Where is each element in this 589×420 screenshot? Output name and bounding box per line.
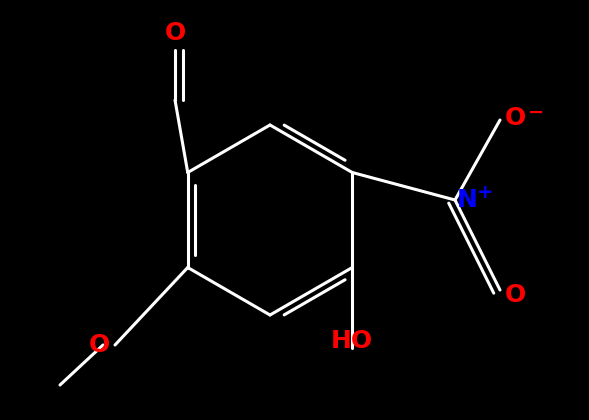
Text: +: +: [477, 183, 494, 202]
Text: O: O: [505, 106, 526, 130]
Text: O: O: [164, 21, 186, 45]
Text: O: O: [505, 283, 526, 307]
Text: O: O: [89, 333, 110, 357]
Text: HO: HO: [331, 328, 373, 352]
Text: N: N: [457, 188, 478, 212]
Text: −: −: [528, 102, 544, 121]
